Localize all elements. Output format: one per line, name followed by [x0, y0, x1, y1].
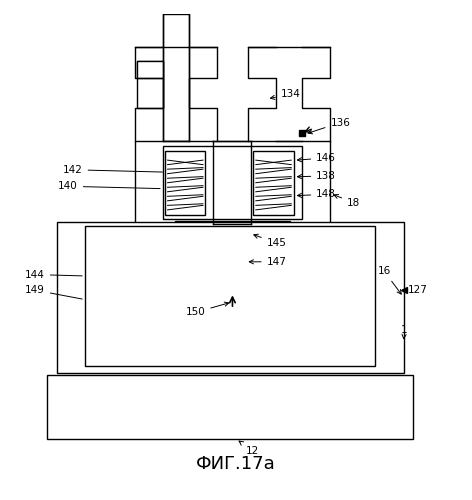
- Bar: [47, 375, 413, 439]
- Text: 142: 142: [63, 165, 162, 175]
- Bar: [175, 220, 290, 240]
- Text: 140: 140: [58, 182, 160, 192]
- Bar: [137, 61, 163, 78]
- Bar: [253, 151, 294, 214]
- Bar: [208, 240, 257, 300]
- Text: 16: 16: [378, 266, 401, 294]
- Text: 12: 12: [239, 441, 259, 456]
- Bar: [165, 151, 205, 214]
- Bar: [137, 61, 163, 108]
- Bar: [85, 226, 375, 366]
- Text: ФИГ.17а: ФИГ.17а: [196, 455, 276, 473]
- Text: 147: 147: [249, 257, 287, 267]
- Text: 18: 18: [334, 194, 360, 208]
- Text: 145: 145: [254, 234, 287, 248]
- Text: 136: 136: [308, 118, 350, 134]
- Text: 134: 134: [270, 89, 301, 100]
- Bar: [135, 142, 330, 224]
- Text: 149: 149: [25, 285, 82, 299]
- Text: 148: 148: [297, 190, 336, 200]
- Bar: [163, 14, 189, 141]
- Bar: [57, 222, 404, 372]
- Text: 150: 150: [185, 302, 229, 318]
- Text: 144: 144: [25, 270, 82, 280]
- Text: 1: 1: [401, 325, 408, 338]
- Text: 138: 138: [297, 171, 336, 181]
- Bar: [163, 146, 302, 220]
- Text: 127: 127: [408, 285, 428, 295]
- Bar: [215, 274, 250, 285]
- Bar: [215, 286, 250, 300]
- Text: 146: 146: [297, 153, 336, 163]
